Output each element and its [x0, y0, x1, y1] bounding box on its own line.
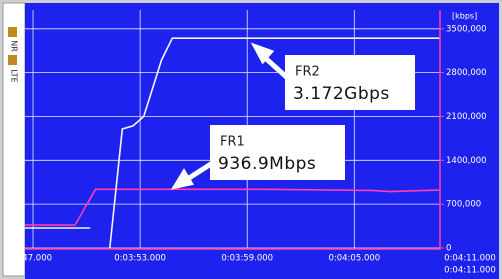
chart: NR LTE [kbps] 0 700,000 1400,000 2100,000 28… — [0, 0, 502, 279]
sidebar-label: NR — [10, 40, 19, 52]
sidebar-label: LTE — [10, 69, 19, 82]
page: NR LTE [kbps] 0 700,000 1400,000 2100,000 28… — [0, 0, 502, 279]
y-axis-label: [kbps] — [452, 12, 477, 21]
x-tick-label: 3:47.000 — [14, 254, 52, 264]
y-tick-label: 2800,000 — [446, 68, 487, 78]
icon — [8, 55, 17, 65]
annotation-text: 936.9Mbps — [218, 154, 316, 174]
annotation-text: 3.172Gbps — [293, 84, 390, 104]
y-tick-label: 0 — [446, 244, 451, 254]
x-tick-label: 0:03:59.000 — [221, 254, 273, 264]
y-tick-label: 3500,000 — [446, 24, 487, 34]
y-tick-label: 700,000 — [446, 200, 481, 210]
y-tick-label: 2100,000 — [446, 112, 487, 122]
x-end-label: 0:04:11.000 — [444, 254, 496, 264]
x-end-label: 0:04:11.000 — [444, 266, 496, 276]
annotation-title: FR1 — [220, 135, 245, 150]
x-tick-label: 0:04:05.000 — [328, 254, 380, 264]
x-tick-label: 0:03:53.000 — [114, 254, 166, 264]
y-tick-label: 1400,000 — [446, 156, 487, 166]
icon — [8, 27, 17, 37]
annotation-title: FR2 — [295, 65, 320, 80]
